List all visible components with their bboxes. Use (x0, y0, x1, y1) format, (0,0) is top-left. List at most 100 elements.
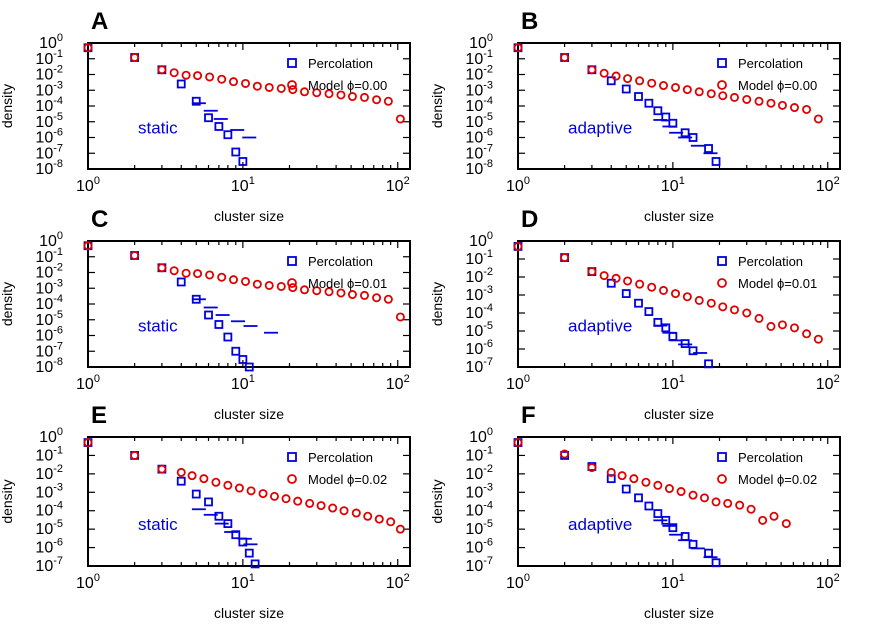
percolation-point (231, 147, 241, 157)
model-point (718, 91, 728, 101)
model-point (359, 290, 369, 300)
percolation-point (191, 489, 201, 499)
percolation-point (653, 106, 663, 116)
panel-letter: A (91, 8, 108, 35)
percolation-point (621, 289, 631, 298)
x-axis-label: cluster size (644, 406, 714, 422)
panel-letter: D (521, 206, 538, 233)
panel-letter: F (521, 402, 536, 429)
model-point (718, 302, 728, 312)
model-point (181, 268, 191, 278)
x-axis-label: cluster size (214, 208, 284, 224)
model-point (252, 81, 262, 91)
legend-label-percolation: Percolation (308, 254, 373, 269)
model-point (789, 103, 799, 113)
percolation-point (704, 144, 713, 153)
model-point (664, 484, 674, 494)
model-point (671, 82, 681, 92)
model-point (229, 275, 239, 285)
model-point (157, 65, 167, 75)
legend-label-model: Model ϕ=0.02 (738, 472, 817, 487)
legend-marker-model (717, 80, 727, 90)
model-point (83, 241, 93, 251)
model-point (193, 269, 203, 279)
model-point (347, 92, 357, 102)
y-tick-label: 10-6 (465, 537, 493, 557)
model-point (513, 241, 523, 251)
model-point (769, 511, 779, 521)
model-point (234, 483, 244, 493)
x-tick-label: 100 (76, 373, 100, 393)
y-axis-label: density (429, 282, 445, 326)
model-point (659, 285, 669, 295)
model-point (802, 329, 812, 339)
x-tick-label: 101 (231, 373, 255, 393)
y-tick-label: 10-3 (465, 481, 493, 501)
model-point (629, 474, 639, 484)
percolation-point (223, 130, 233, 140)
model-point (217, 74, 227, 84)
model-point (351, 508, 361, 518)
model-point (299, 87, 309, 97)
model-point (758, 515, 768, 525)
x-tick-label: 100 (506, 572, 530, 592)
model-point (264, 280, 274, 290)
percolation-point (231, 346, 241, 356)
model-point (130, 251, 140, 261)
percolation-point (634, 92, 643, 101)
model-point (754, 313, 764, 323)
percolation-point (204, 310, 213, 320)
percolation-point (238, 157, 248, 166)
model-point (246, 486, 256, 496)
plot-frame (517, 436, 841, 567)
percolation-point (204, 113, 213, 123)
model-point (347, 290, 357, 300)
y-tick-label: 10-3 (35, 481, 63, 501)
y-tick-label: 10-1 (465, 444, 493, 464)
y-tick-label: 10-6 (35, 537, 63, 557)
model-point (288, 283, 298, 293)
model-point (671, 289, 681, 299)
percolation-point (644, 501, 654, 511)
model-point (252, 279, 262, 289)
model-point (199, 474, 209, 484)
legend-label-percolation: Percolation (738, 56, 803, 71)
model-point (157, 263, 167, 273)
legend-label-percolation: Percolation (308, 56, 373, 71)
model-point (587, 267, 597, 277)
legend-marker-model (287, 474, 297, 484)
model-point (339, 506, 349, 516)
model-point (372, 293, 382, 303)
x-tick-label: 101 (661, 373, 685, 393)
model-point (395, 114, 405, 124)
x-tick-label: 100 (506, 175, 530, 195)
model-point (83, 438, 93, 448)
model-point (276, 83, 286, 93)
y-tick-label: 10-5 (35, 518, 63, 538)
legend-label-percolation: Percolation (308, 450, 373, 465)
legend-label-model: Model ϕ=0.01 (308, 276, 387, 291)
model-point (647, 282, 657, 292)
percolation-point (214, 122, 224, 131)
model-point (258, 489, 268, 499)
model-point (688, 490, 698, 500)
annotation-label: adaptive (568, 119, 632, 138)
model-point (312, 88, 322, 98)
model-point (754, 96, 764, 106)
plot-frame (517, 240, 841, 368)
model-point (288, 85, 298, 95)
model-point (735, 500, 745, 510)
model-point (324, 89, 334, 99)
percolation-point (606, 76, 616, 86)
model-point (711, 497, 721, 507)
annotation-label: adaptive (568, 317, 632, 336)
panel-letter: C (91, 206, 108, 233)
percolation-point (644, 307, 654, 316)
model-point (316, 501, 326, 511)
y-axis-label: density (0, 479, 15, 523)
model-point (276, 281, 286, 291)
y-tick-label: 10-6 (465, 338, 493, 358)
